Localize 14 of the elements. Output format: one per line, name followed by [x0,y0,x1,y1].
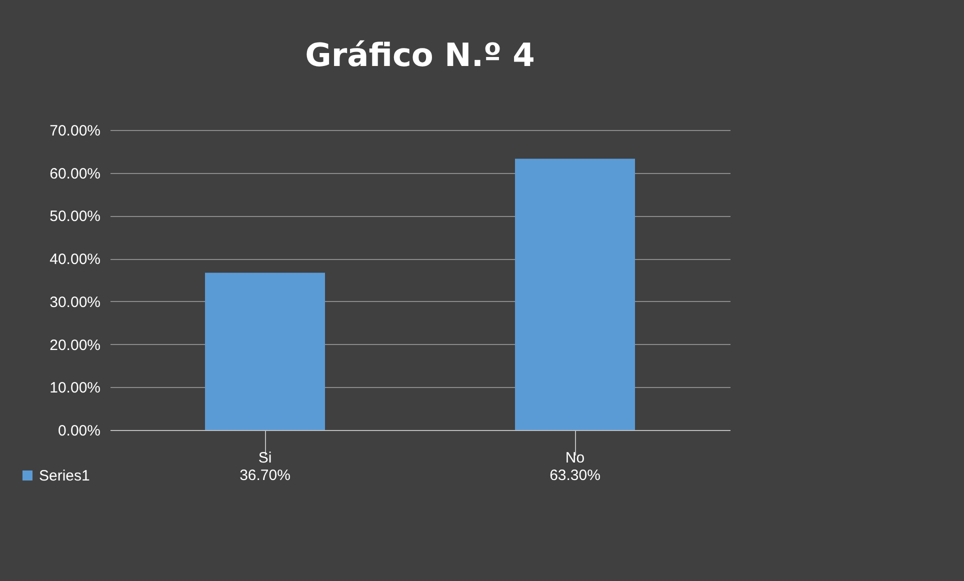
y-tick-label: 60.00% [50,165,100,182]
x-tick-label: No [565,450,585,466]
y-tick-label: 30.00% [50,294,100,311]
chart-title: Gráfico N.º 4 [305,36,535,74]
y-tick-label: 20.00% [50,336,100,354]
legend-label: Series1 [39,468,90,484]
text: 36.70% [240,467,290,484]
y-tick-label: 40.00% [50,251,100,268]
text: 63.30% [550,467,600,484]
y-tick-label: 10.00% [50,380,100,397]
x-tick-label: Si [258,450,272,466]
y-tick-label: 70.00% [50,122,100,140]
y-tick-label: 50.00% [50,208,100,226]
y-tick-label: 0.00% [58,422,100,440]
